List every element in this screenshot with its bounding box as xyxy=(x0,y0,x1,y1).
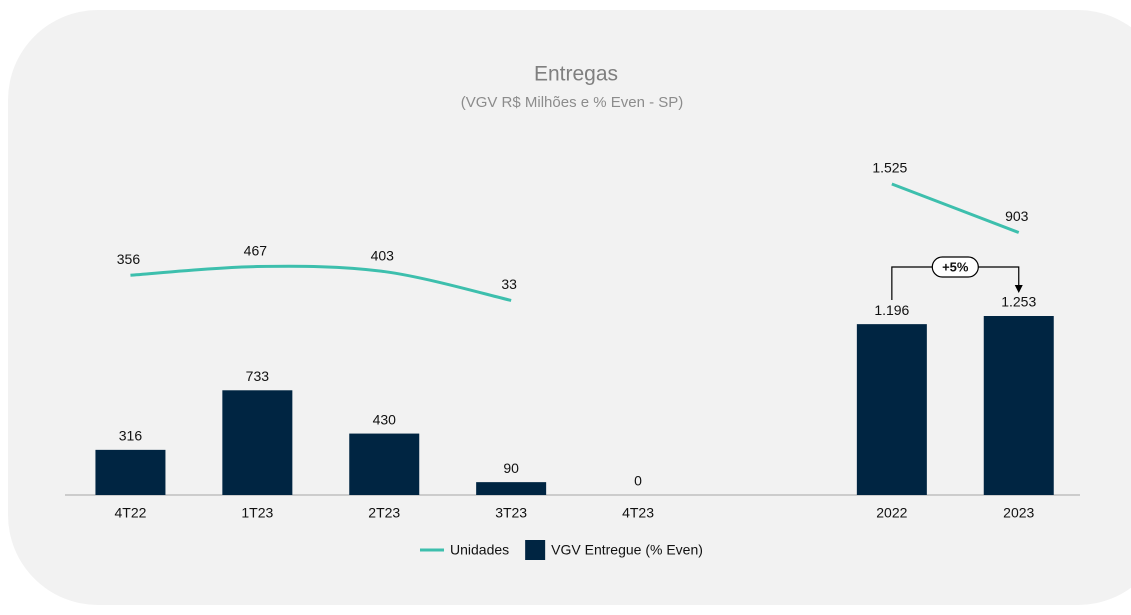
bar xyxy=(476,482,547,495)
x-tick-label: 1T23 xyxy=(241,505,273,521)
annotation: +5% xyxy=(942,259,969,274)
data-label: 467 xyxy=(244,242,268,258)
bar xyxy=(856,324,927,495)
data-label: 316 xyxy=(119,428,143,444)
chart-title: Entregas xyxy=(534,63,618,86)
data-label: 33 xyxy=(501,276,517,292)
data-label: 1.253 xyxy=(1001,294,1036,310)
x-tick-label: 4T23 xyxy=(622,505,654,521)
x-tick-label: 4T22 xyxy=(114,505,146,521)
legend-label: VGV Entregue (% Even) xyxy=(551,542,703,558)
x-tick-label: 2023 xyxy=(1003,505,1034,521)
chart-subtitle: (VGV R$ Milhões e % Even - SP) xyxy=(461,94,684,111)
data-label: 403 xyxy=(371,247,395,263)
x-tick-label: 3T23 xyxy=(495,505,527,521)
data-label: 1.196 xyxy=(874,302,909,318)
bar xyxy=(222,390,293,495)
bar xyxy=(349,433,420,495)
data-label: 356 xyxy=(117,251,141,267)
annotation-arrow xyxy=(1014,285,1023,293)
legend-swatch xyxy=(525,540,546,560)
bar xyxy=(95,449,166,495)
bar xyxy=(983,316,1054,495)
annotation-pill xyxy=(931,256,979,278)
data-label: 733 xyxy=(246,368,270,384)
x-tick-label: 2022 xyxy=(876,505,907,521)
data-label: 0 xyxy=(634,473,642,489)
data-label: 903 xyxy=(1005,208,1029,224)
legend-label: Unidades xyxy=(450,542,509,558)
data-label: 430 xyxy=(373,411,397,427)
x-tick-label: 2T23 xyxy=(368,505,400,521)
line xyxy=(130,182,1020,302)
data-label: 1.525 xyxy=(872,160,907,176)
data-label: 90 xyxy=(503,460,519,476)
